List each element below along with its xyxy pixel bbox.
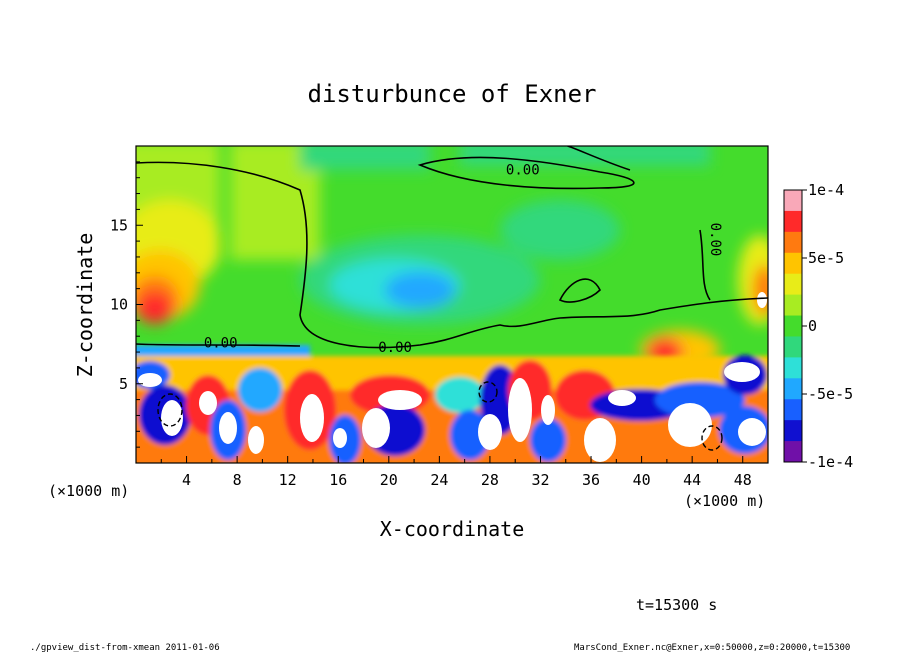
y-axis: 5 10 15	[110, 161, 143, 448]
colorbar-tick-label: 1e-4	[808, 181, 844, 199]
footer-right: MarsCond_Exner.nc@Exner,x=0:50000,z=0:20…	[574, 643, 850, 653]
x-tick-label: 8	[233, 471, 242, 489]
footer-left: ./gpview_dist-from-xmean 2011-01-06	[30, 643, 220, 653]
colorbar-swatch	[784, 420, 802, 442]
colorbar-swatch	[784, 210, 802, 233]
colorbar: 1e-4 5e-5 0 -5e-5 -1e-4	[783, 181, 853, 471]
x-tick-label: 12	[279, 471, 297, 489]
colorbar-swatch	[784, 294, 802, 317]
x-tick-label: 16	[329, 471, 347, 489]
y-tick-label: 5	[119, 375, 128, 393]
heatmap-field	[136, 146, 768, 463]
contour-label: 0.00	[378, 340, 412, 356]
y-tick-label: 15	[110, 216, 128, 234]
contour-labels: 0.00 0.00 0.00 0.00	[204, 163, 723, 357]
colorbar-swatch	[784, 378, 802, 400]
z-unit-label: (×1000 m)	[48, 482, 129, 500]
colorbar-swatch	[784, 399, 802, 421]
lower-field-layer	[136, 345, 768, 463]
y-tick-label: 10	[110, 296, 128, 314]
colorbar-swatch	[784, 273, 802, 296]
contour-label: 0.00	[204, 335, 238, 351]
x-tick-label: 4	[182, 471, 191, 489]
colorbar-swatch	[784, 190, 802, 212]
colorbar-swatch	[784, 357, 802, 379]
colorbar-swatch	[784, 336, 802, 358]
x-tick-label: 28	[481, 471, 499, 489]
time-label: t=15300 s	[636, 596, 717, 614]
x-axis-label: X-coordinate	[380, 517, 525, 541]
x-tick-label: 32	[531, 471, 549, 489]
contour-label: 0.00	[506, 163, 540, 179]
x-tick-label: 24	[430, 471, 448, 489]
x-axis: 4 8 12 16 20 24 28 32 36 40 44 48	[160, 456, 769, 489]
x-tick-label: 40	[633, 471, 651, 489]
x-unit-label: (×1000 m)	[684, 492, 765, 510]
x-tick-label: 20	[380, 471, 398, 489]
colorbar-swatch	[784, 231, 802, 254]
colorbar-swatch	[784, 441, 802, 463]
colorbar-swatch	[784, 252, 802, 275]
colorbar-tick-label: 0	[808, 317, 817, 335]
x-tick-label: 36	[582, 471, 600, 489]
colorbar-tick-label: 5e-5	[808, 249, 844, 267]
x-tick-label: 48	[734, 471, 752, 489]
colorbar-tick-label: -1e-4	[808, 453, 853, 471]
colorbar-tick-label: -5e-5	[808, 385, 853, 403]
colorbar-swatch	[784, 315, 802, 337]
contour-label: 0.00	[707, 223, 723, 257]
x-tick-label: 44	[683, 471, 701, 489]
negative-contours	[157, 381, 723, 451]
chart-title: disturbunce of Exner	[308, 80, 597, 108]
over-range-patches	[138, 292, 767, 462]
y-axis-label: Z-coordinate	[73, 233, 97, 378]
